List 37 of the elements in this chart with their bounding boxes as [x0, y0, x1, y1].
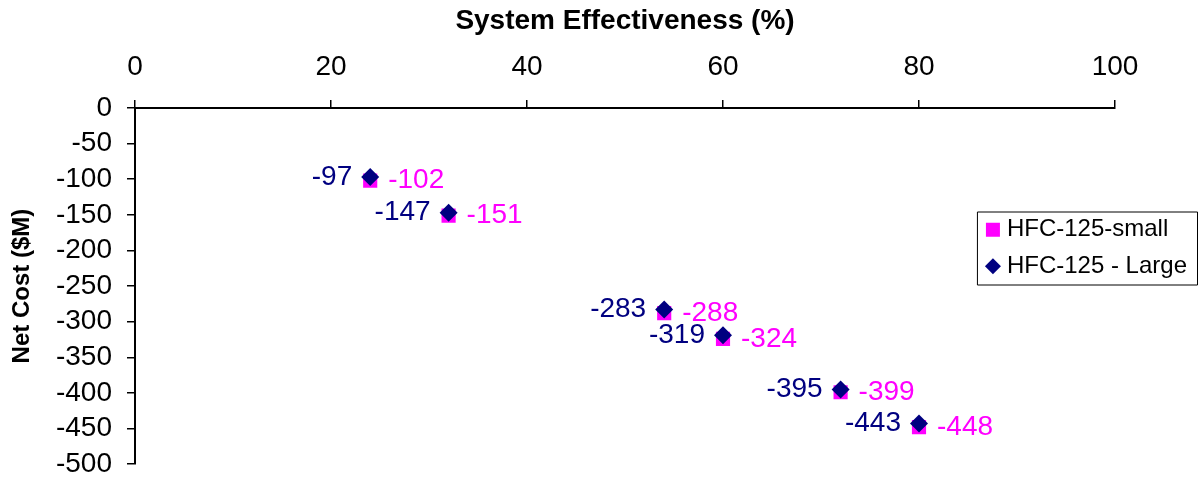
y-tick-label: -450: [55, 411, 112, 443]
data-label: -399: [858, 374, 915, 406]
x-tick-label: 40: [511, 49, 543, 81]
x-axis-title: System Effectiveness (%): [455, 3, 795, 35]
point: [361, 168, 380, 187]
y-tick-label: -300: [55, 304, 112, 336]
y-tick-label: -500: [55, 446, 112, 478]
y-tick-label: -350: [55, 340, 112, 372]
point: [439, 203, 458, 222]
point: [714, 326, 732, 345]
x-tick-label: 20: [315, 49, 347, 81]
y-tick-label: -100: [55, 161, 112, 193]
data-label: -97: [311, 159, 353, 191]
legend-label: HFC-125 - Large: [1006, 250, 1188, 278]
x-tick-label: 60: [707, 49, 739, 81]
point: [655, 300, 674, 319]
y-tick-label: 0: [96, 90, 112, 122]
x-tick-label: 100: [1091, 49, 1139, 81]
data-label: -395: [766, 372, 823, 404]
data-label: -283: [590, 292, 647, 324]
data-label: -102: [388, 163, 445, 195]
point: [910, 414, 928, 433]
y-tick-label: -200: [55, 233, 112, 265]
y-tick-label: -150: [55, 197, 112, 229]
y-tick-label: -250: [55, 268, 112, 300]
y-tick-label: -400: [55, 375, 112, 407]
x-tick-label: 0: [127, 49, 143, 81]
data-label: -147: [374, 195, 431, 227]
x-tick-label: 80: [903, 49, 935, 81]
data-label: -443: [844, 406, 901, 438]
legend-label: HFC-125-small: [1006, 214, 1169, 242]
point: [831, 380, 850, 399]
data-label: -151: [466, 198, 523, 230]
y-tick-label: -50: [71, 126, 112, 158]
data-label: -324: [741, 321, 798, 353]
y-axis-title: Net Cost ($M): [7, 208, 35, 364]
data-label: -448: [937, 409, 994, 441]
